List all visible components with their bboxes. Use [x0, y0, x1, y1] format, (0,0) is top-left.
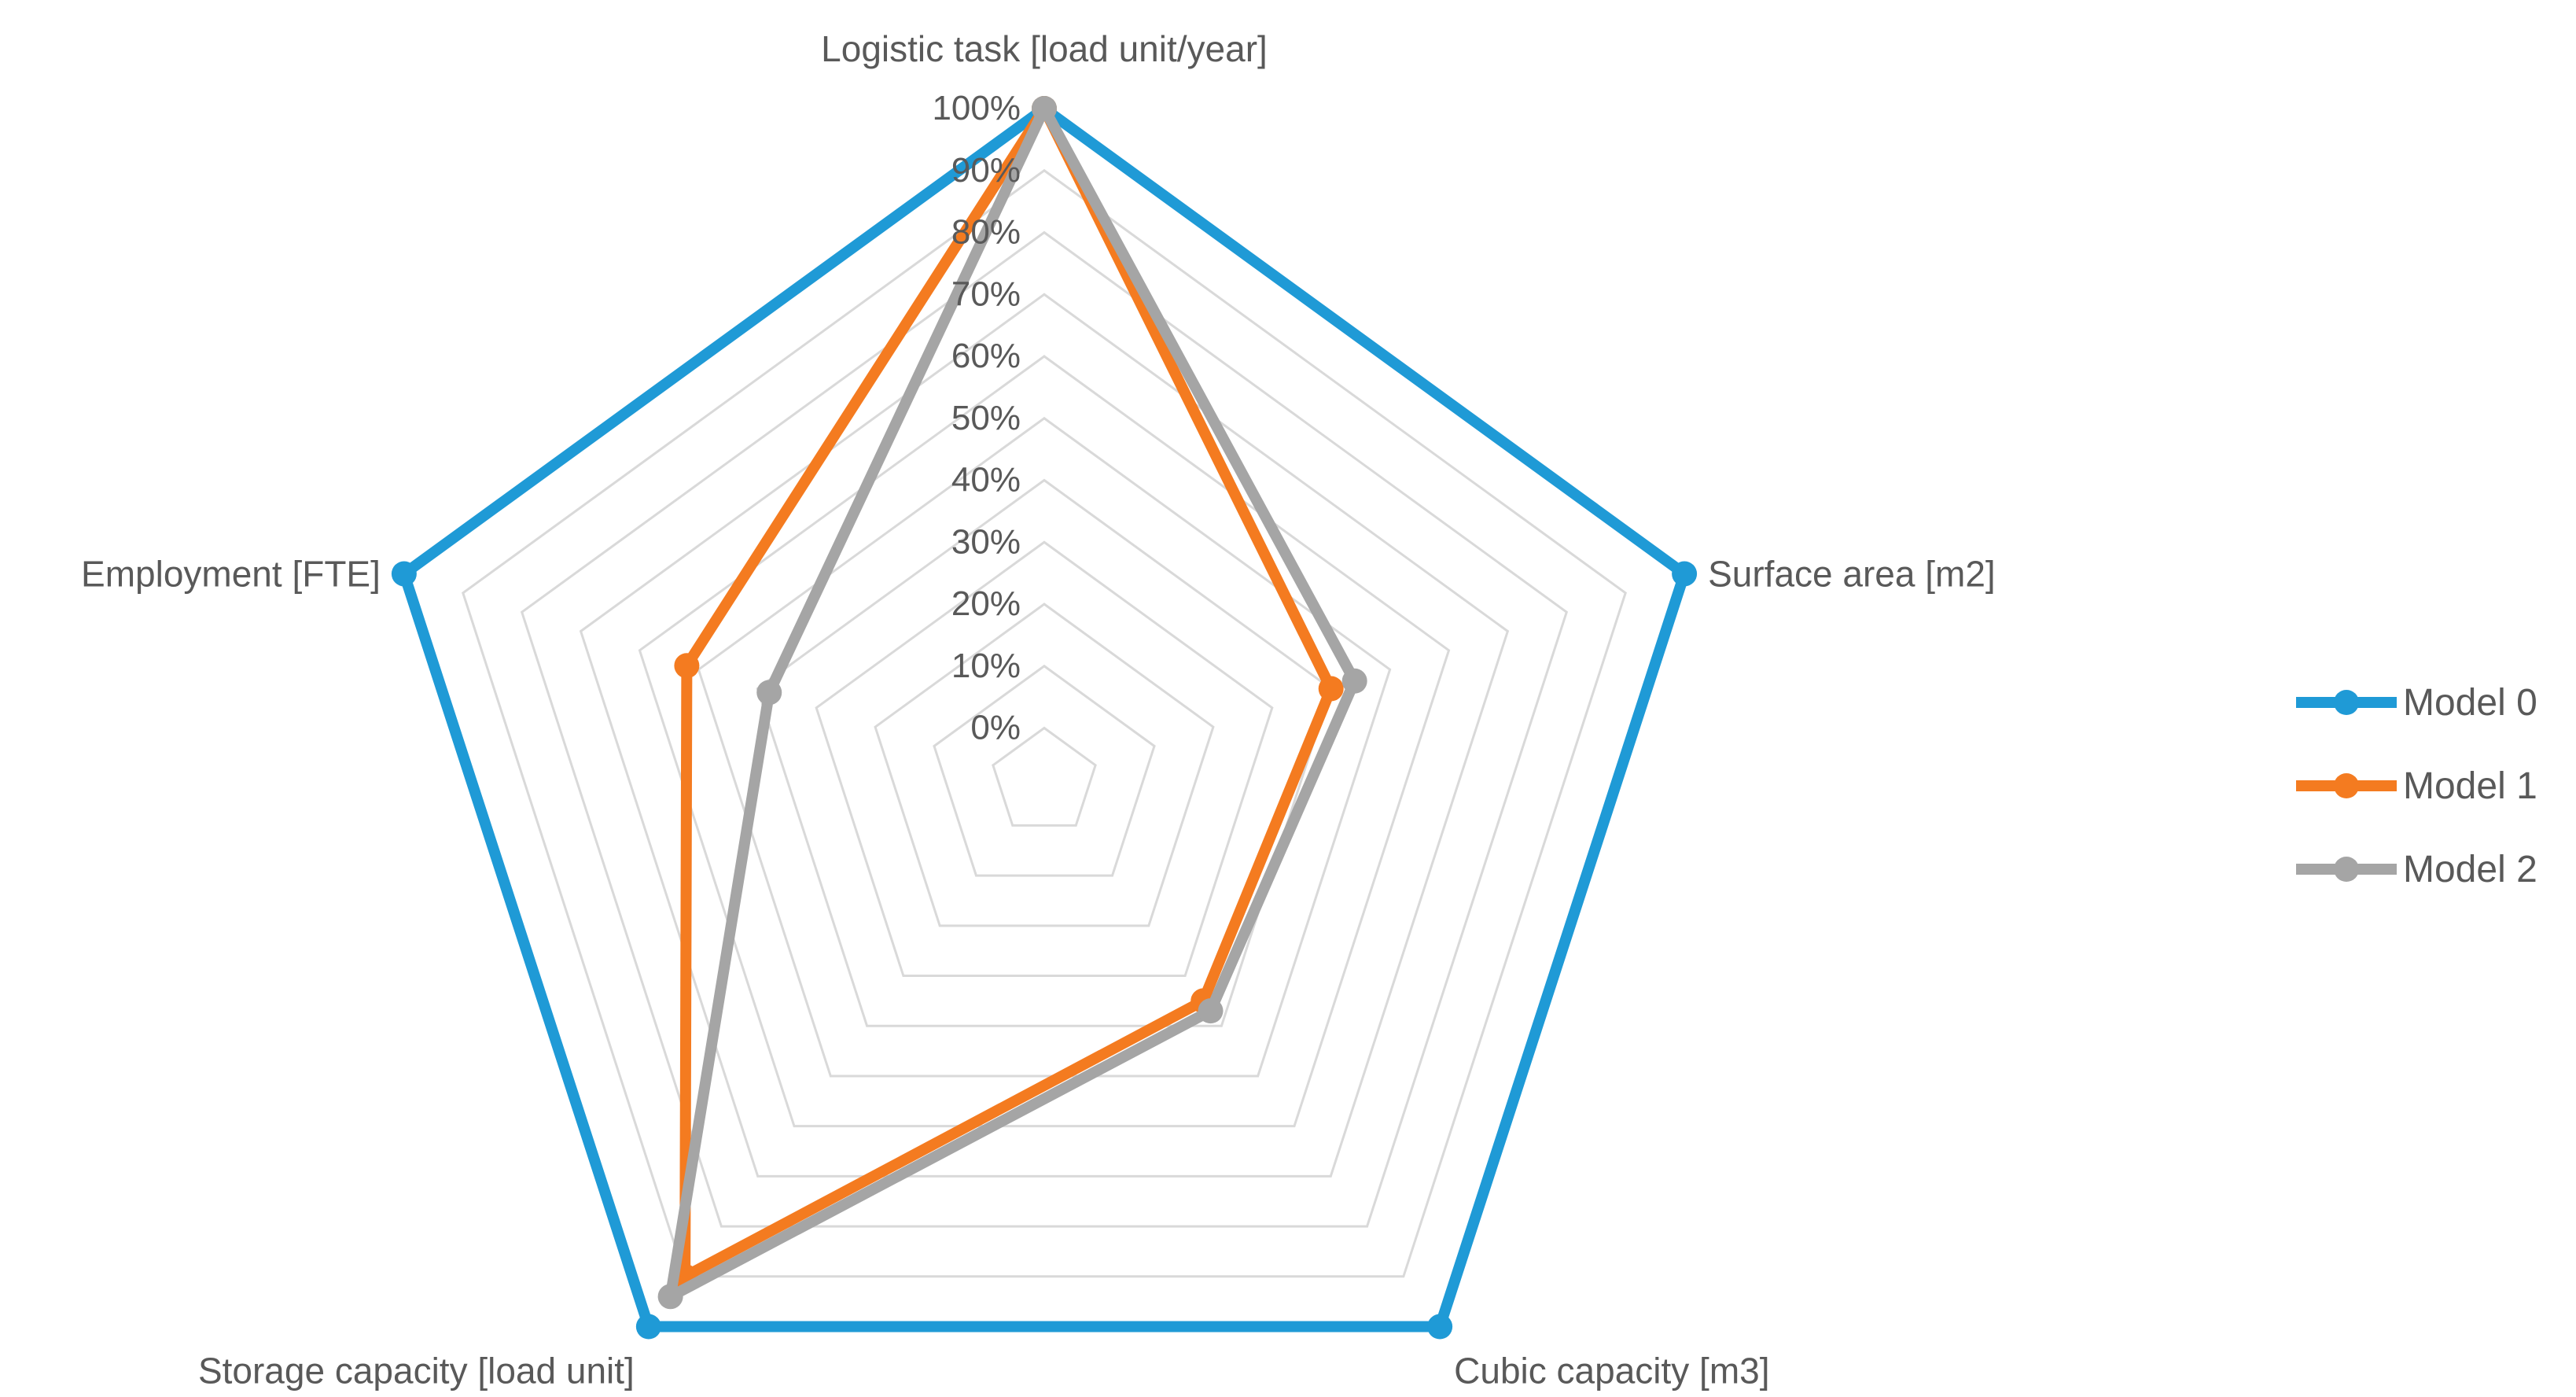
series-layer — [391, 96, 1698, 1340]
tick-label: 80% — [951, 213, 1021, 252]
legend-label: Model 2 — [2403, 849, 2537, 890]
grid-ring — [756, 478, 1333, 1027]
data-point — [391, 561, 417, 587]
grid-ring — [874, 603, 1215, 927]
axis-label: Surface area [m2] — [1708, 553, 1996, 594]
legend-item: Model 2 — [2296, 849, 2537, 890]
grid-ring — [992, 726, 1097, 827]
series-line — [664, 103, 1360, 1303]
data-point — [635, 1314, 661, 1340]
legend-label: Model 0 — [2403, 682, 2537, 724]
grid-ring — [815, 540, 1274, 978]
tick-label: 90% — [951, 151, 1021, 190]
tick-labels: 0% 10% 20% 30% 40% 50% 60% 70% 80% 90% 100% — [932, 89, 1021, 747]
axis-label: Cubic capacity [m3] — [1454, 1351, 1769, 1391]
axis-label: Storage capacity [load unit] — [198, 1351, 635, 1391]
series-line — [398, 103, 1691, 1332]
data-point — [1672, 561, 1698, 587]
data-point — [1032, 96, 1057, 121]
data-point — [1427, 1314, 1453, 1340]
legend-label: Model 1 — [2403, 765, 2537, 807]
data-point — [657, 1284, 683, 1310]
legend-marker — [2334, 690, 2359, 715]
grid-ring — [579, 293, 1510, 1178]
tick-label: 70% — [951, 275, 1021, 313]
legend-item: Model 0 — [2296, 682, 2537, 724]
grid-ring — [933, 664, 1156, 877]
tick-label: 30% — [951, 522, 1021, 561]
tick-label: 100% — [932, 89, 1021, 127]
grid-ring — [697, 416, 1392, 1078]
legend: Model 0 Model 1 Model 2 — [2296, 682, 2537, 890]
tick-label: 20% — [951, 584, 1021, 623]
grid-ring — [462, 168, 1627, 1278]
tick-label: 50% — [951, 399, 1021, 437]
data-point — [1341, 668, 1367, 694]
grid-layer — [403, 107, 1686, 1329]
tick-label: 40% — [951, 461, 1021, 499]
data-point — [1198, 998, 1224, 1024]
axis-label: Logistic task [load unit/year] — [821, 28, 1268, 69]
data-point — [756, 680, 782, 706]
tick-label: 60% — [951, 337, 1021, 375]
axis-label: Employment [FTE] — [81, 553, 381, 594]
axis-labels: Logistic task [load unit/year] Surface ar… — [81, 28, 1996, 1391]
legend-item: Model 1 — [2296, 765, 2537, 807]
tick-label: 10% — [951, 647, 1021, 685]
tick-label: 0% — [970, 709, 1021, 747]
grid-ring — [638, 355, 1451, 1128]
series-line — [679, 103, 1337, 1282]
data-point — [674, 653, 700, 679]
data-point — [1318, 676, 1344, 702]
legend-marker — [2334, 773, 2359, 798]
legend-marker — [2334, 857, 2359, 882]
grid-ring — [520, 230, 1569, 1228]
grid-ring — [403, 107, 1686, 1329]
